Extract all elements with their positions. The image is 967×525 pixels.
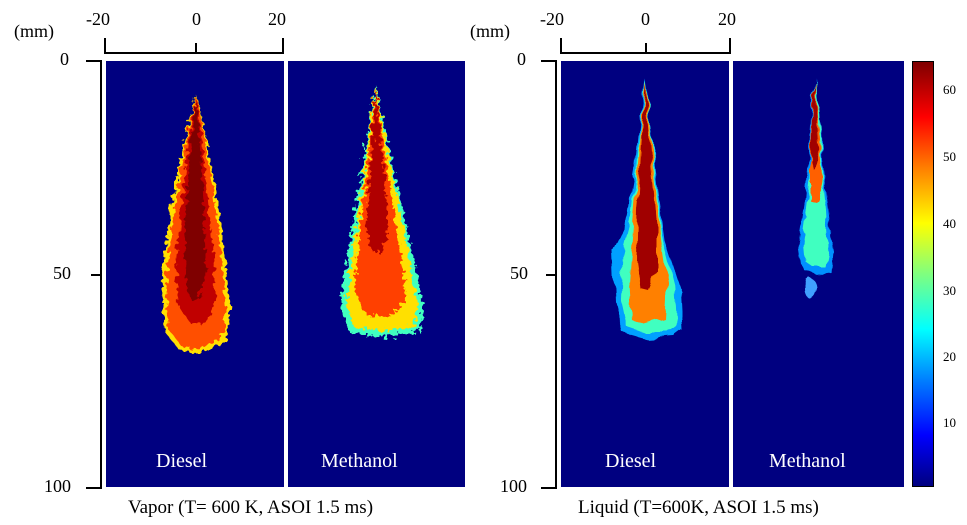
vapor-diesel-label: Diesel [156,450,208,472]
x-tick-left-20: 20 [268,9,286,29]
y-tick-mark [91,274,102,276]
unit-label-left: (mm) [14,21,54,41]
x-axis-right [560,52,731,54]
x-axis-left [104,52,284,54]
colorbar-tick-20: 20 [943,349,956,364]
y-tick-mark [546,274,557,276]
y-tick-right-50: 50 [510,263,528,283]
x-tick-mark [195,43,197,53]
x-tick-mark [645,43,647,53]
colorbar-tick-40: 40 [943,216,956,231]
vapor-methanol-panel: Methanol [288,61,465,487]
vapor-caption: Vapor (T= 600 K, ASOI 1.5 ms) [128,497,374,518]
y-tick-mark [86,60,102,62]
vapor-diesel-panel: Diesel [106,61,284,487]
colorbar-gradient [912,61,934,487]
colorbar-tick-30: 30 [943,283,956,298]
x-tick-mark [104,38,106,53]
x-tick-mark [560,38,562,53]
x-tick-right-0: 0 [641,9,650,29]
y-tick-left-100: 100 [44,476,71,496]
colorbar-tick-50: 50 [943,149,956,164]
x-tick-right-neg20: -20 [540,9,564,29]
x-tick-right-20: 20 [718,9,736,29]
y-tick-right-0: 0 [517,49,526,69]
x-tick-mark [282,38,284,53]
y-tick-right-100: 100 [500,476,527,496]
liquid-caption: Liquid (T=600K, ASOI 1.5 ms) [578,497,819,518]
liquid-methanol-label: Methanol [769,450,846,472]
x-tick-mark [729,38,731,53]
vapor-diesel-spray [162,95,230,353]
liquid-methanol-panel: Methanol [733,61,904,487]
liquid-diesel-spray [613,79,683,339]
y-tick-mark [541,60,557,62]
vapor-methanol-label: Methanol [321,450,398,472]
y-tick-left-0: 0 [60,49,69,69]
colorbar-tick-10: 10 [943,415,956,430]
x-tick-left-0: 0 [192,9,201,29]
liquid-diesel-label: Diesel [605,450,657,472]
unit-label-right: (mm) [470,21,510,41]
liquid-methanol-spray [799,77,833,299]
y-tick-mark [541,487,557,489]
y-tick-left-50: 50 [53,263,71,283]
x-tick-left-neg20: -20 [86,9,110,29]
y-tick-mark [86,487,102,489]
liquid-diesel-panel: Diesel [561,61,729,487]
colorbar-tick-60: 60 [943,82,956,97]
vapor-methanol-spray [340,85,424,337]
